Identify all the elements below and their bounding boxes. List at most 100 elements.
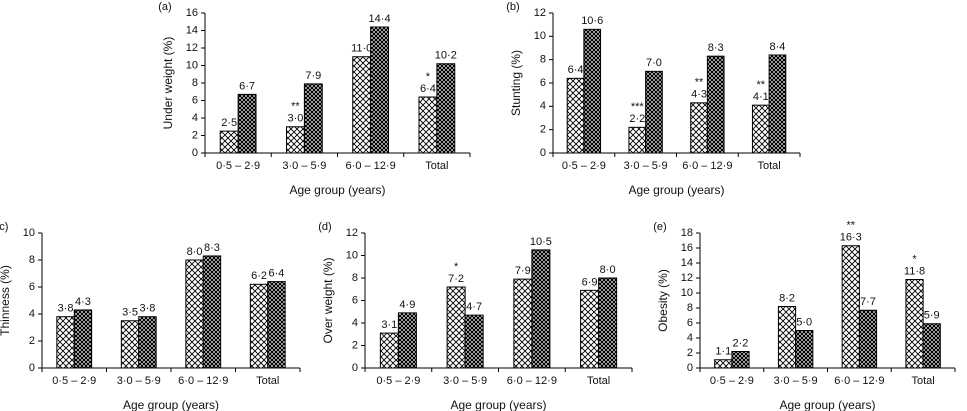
bar [397, 312, 417, 369]
bar [777, 306, 797, 369]
bar [56, 316, 75, 369]
y-tick-label: 2 [352, 339, 358, 351]
x-tick-label: 6·0 – 12·9 [682, 160, 732, 172]
value-label: 7·0 [646, 57, 662, 69]
value-label: 8·3 [204, 242, 220, 254]
bar [598, 277, 618, 369]
value-label: 1·1 [715, 346, 731, 358]
y-tick-label: 2 [192, 129, 198, 141]
value-label: 3·0 [287, 113, 303, 125]
y-tick-label: 10 [534, 30, 546, 42]
y-tick-label: 0 [192, 147, 198, 159]
y-tick-label: 6 [687, 317, 693, 329]
value-label: 7·2 [448, 273, 464, 285]
y-axis-title: Over weight (%) [321, 257, 335, 343]
x-tick-label: 3·0 – 5·9 [443, 375, 487, 387]
y-tick-label: 8 [29, 254, 35, 266]
y-tick-label: 8 [687, 302, 693, 314]
bar [922, 323, 941, 369]
bar [202, 255, 222, 369]
x-tick-label: 6·0 – 12·9 [346, 160, 396, 172]
value-label: 11·8 [904, 265, 925, 277]
y-tick-label: 8 [540, 54, 546, 66]
y-tick-label: 16 [681, 242, 693, 254]
y-axis-title: Under weight (%) [161, 37, 175, 130]
value-label: 8·0 [187, 246, 203, 258]
bar [379, 332, 399, 369]
value-label: 7·9 [305, 70, 321, 82]
x-axis-title: Age group (years) [289, 183, 385, 197]
x-tick-label: 6·0 – 12·9 [834, 375, 884, 387]
y-tick-label: 14 [681, 257, 693, 269]
y-tick-label: 10 [186, 59, 198, 71]
y-tick-label: 12 [186, 42, 198, 54]
x-tick-label: 0·5 – 2·9 [710, 375, 754, 387]
y-tick-label: 8 [352, 272, 358, 284]
value-label: 2·5 [221, 117, 237, 129]
value-label: 4·1 [753, 91, 769, 103]
value-label: 8·2 [779, 292, 795, 304]
value-label: 3·1 [381, 319, 397, 331]
x-tick-label: 0·5 – 2·9 [562, 160, 606, 172]
value-label: 10·2 [435, 50, 457, 62]
x-axis-title: Age group (years) [628, 183, 724, 197]
y-tick-label: 4 [540, 100, 546, 112]
value-label: 6·9 [582, 276, 598, 288]
value-label: 4·3 [691, 89, 707, 101]
x-tick-label: 3·0 – 5·9 [774, 375, 818, 387]
x-tick-label: Total [425, 160, 448, 172]
bar [714, 359, 733, 369]
y-tick-label: 0 [352, 362, 358, 374]
bar [583, 28, 602, 154]
panel-label: (a) [158, 1, 171, 13]
value-label: 6·4 [420, 83, 436, 95]
bar [858, 309, 878, 369]
value-label: 8·3 [708, 42, 724, 54]
y-tick-label: 4 [352, 317, 358, 329]
y-tick-label: 12 [534, 7, 546, 19]
panel-label: (c) [0, 221, 8, 233]
y-tick-label: 16 [186, 7, 198, 19]
bar [513, 278, 533, 369]
bar [446, 286, 466, 369]
bar [795, 330, 814, 369]
value-label: 4·9 [399, 299, 415, 311]
bar [185, 259, 204, 369]
y-tick-label: 2 [540, 124, 546, 136]
y-axis-title: Stunting (%) [509, 50, 523, 116]
value-label: 7·7 [860, 296, 876, 308]
value-label: 6·7 [239, 80, 255, 92]
value-label: 4·7 [466, 301, 482, 313]
y-tick-label: 6 [540, 77, 546, 89]
bar [73, 309, 93, 369]
value-label: 4·3 [75, 296, 91, 308]
x-axis-title: Age group (years) [123, 398, 219, 411]
x-tick-label: 3·0 – 5·9 [282, 160, 326, 172]
value-label: 6·2 [251, 270, 267, 282]
bar [267, 281, 286, 369]
x-tick-label: 6·0 – 12·9 [507, 375, 557, 387]
bar [464, 314, 484, 369]
significance: ** [846, 220, 855, 232]
y-tick-label: 0 [687, 362, 693, 374]
y-tick-label: 10 [23, 227, 35, 239]
bar [566, 77, 585, 154]
value-label: 8·4 [770, 41, 786, 53]
bar [706, 55, 725, 154]
bar [138, 316, 157, 369]
value-label: 7·9 [515, 265, 531, 277]
x-tick-label: 6·0 – 12·9 [178, 375, 228, 387]
value-label: 5·0 [796, 316, 812, 328]
y-tick-label: 18 [681, 227, 693, 239]
y-tick-label: 6 [192, 94, 198, 106]
bar [436, 63, 456, 154]
value-label: 2·2 [733, 337, 749, 349]
x-axis-title: Age group (years) [779, 398, 875, 411]
y-tick-label: 6 [29, 281, 35, 293]
value-label: 3·5 [122, 307, 138, 319]
x-tick-label: Total [587, 375, 610, 387]
y-tick-label: 10 [681, 287, 693, 299]
value-label: 11·0 [351, 43, 372, 55]
value-label: 14·4 [369, 13, 391, 25]
